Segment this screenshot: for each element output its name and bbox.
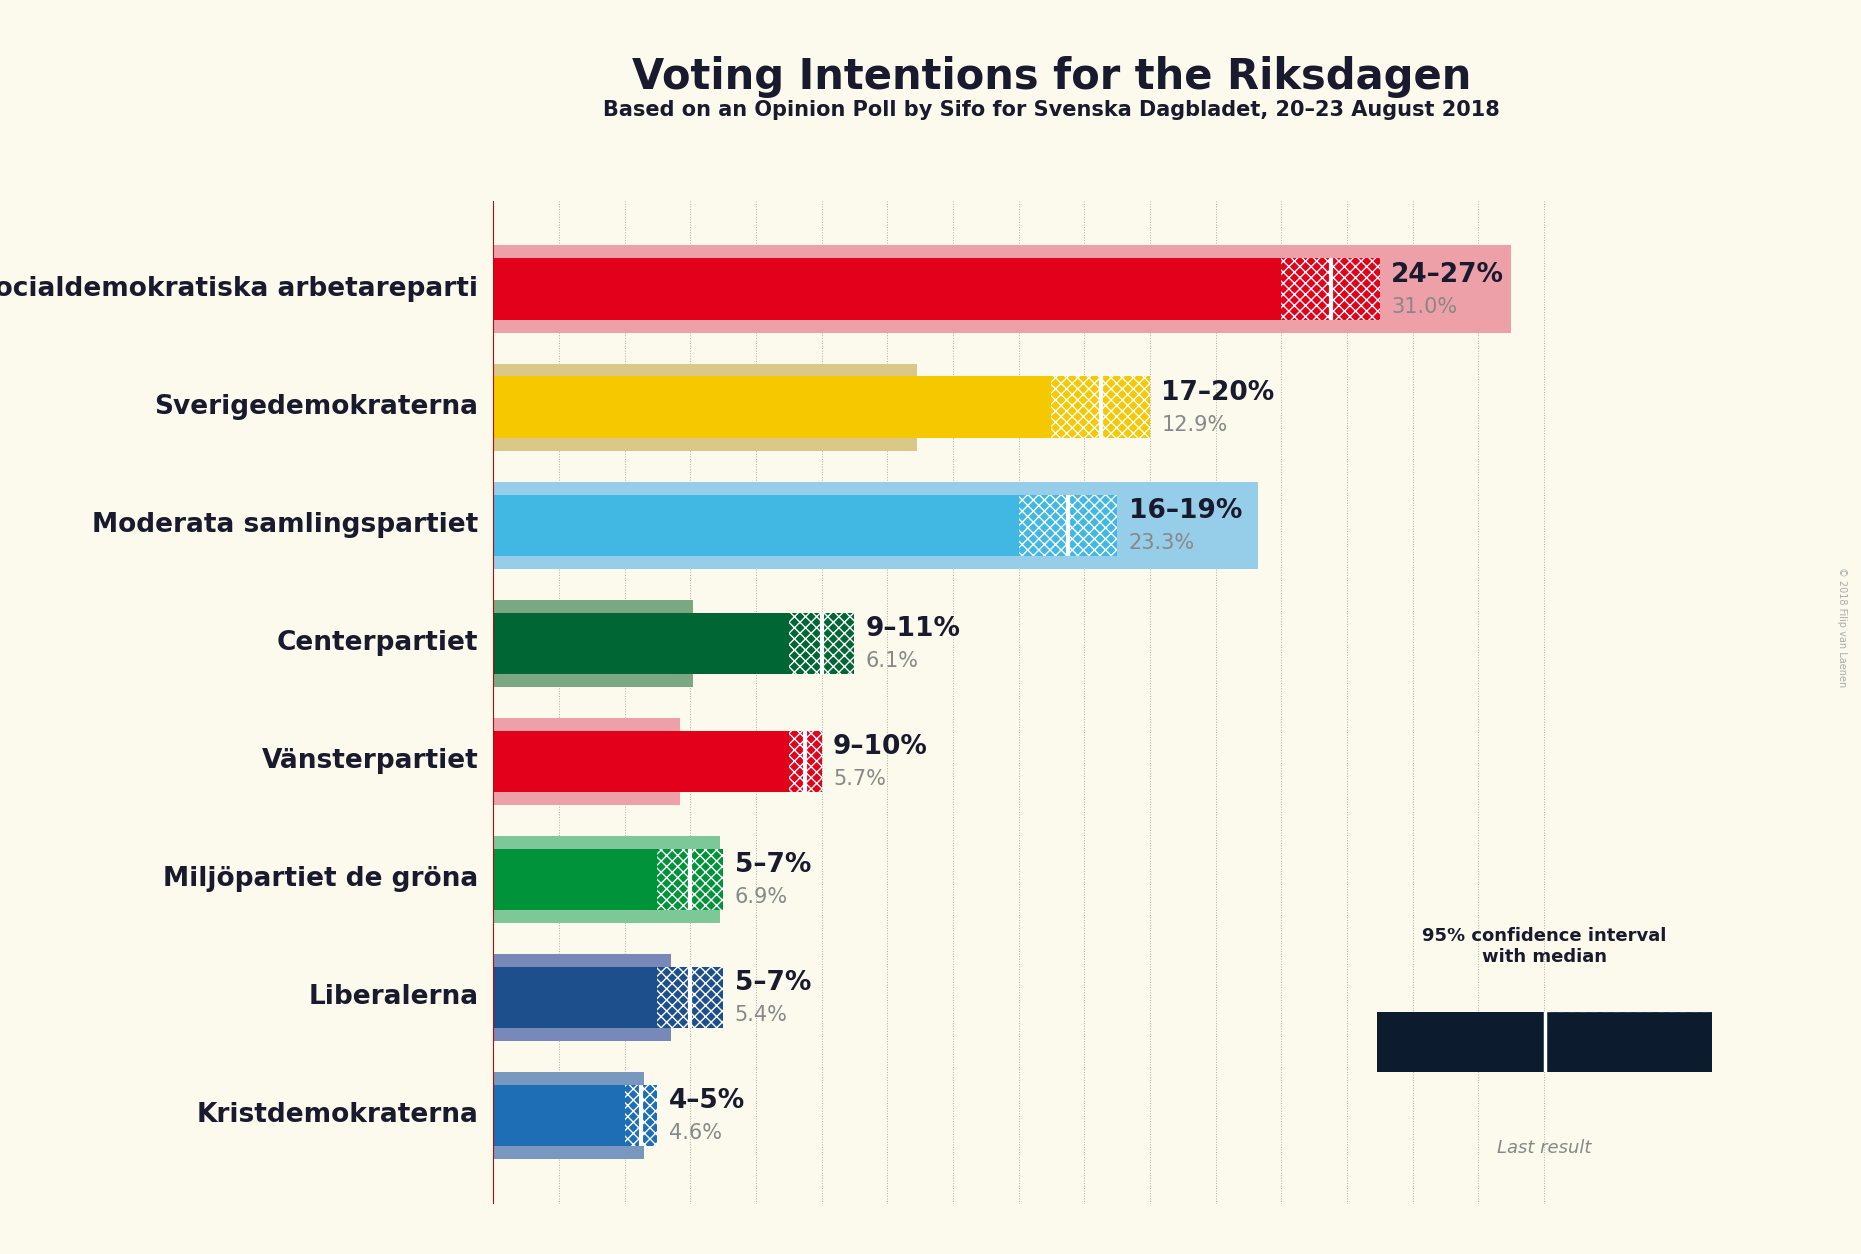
Bar (493, 835, 720, 923)
Text: 4.6%: 4.6% (668, 1124, 722, 1144)
Bar (625, 1085, 657, 1146)
Text: 6.9%: 6.9% (735, 887, 787, 907)
Bar (1545, 1012, 1712, 1072)
Bar (1018, 494, 1117, 556)
Bar (493, 731, 789, 793)
Text: 4–5%: 4–5% (668, 1088, 744, 1114)
Bar (789, 731, 821, 793)
Text: Miljöpartiet de gröna: Miljöpartiet de gröna (164, 867, 478, 893)
Bar (493, 967, 657, 1028)
Text: 31.0%: 31.0% (1392, 297, 1457, 317)
Bar (493, 376, 1051, 438)
Text: 12.9%: 12.9% (1161, 415, 1228, 435)
Text: Kristdemokraterna: Kristdemokraterna (197, 1102, 478, 1129)
Text: Moderata samlingspartiet: Moderata samlingspartiet (93, 512, 478, 538)
Bar (493, 1085, 625, 1146)
Bar (493, 953, 670, 1041)
Text: 5–7%: 5–7% (735, 853, 811, 878)
Bar (1051, 376, 1150, 438)
Text: Sveriges socialdemokratiska arbetareparti: Sveriges socialdemokratiska arbetarepart… (0, 276, 478, 302)
Text: Voting Intentions for the Riksdagen: Voting Intentions for the Riksdagen (631, 56, 1472, 98)
Bar (493, 494, 1018, 556)
Text: 24–27%: 24–27% (1392, 262, 1504, 288)
Bar (1377, 1012, 1545, 1072)
Text: 5.4%: 5.4% (735, 1004, 787, 1025)
Text: 23.3%: 23.3% (1128, 533, 1195, 553)
Bar (493, 258, 1282, 320)
Text: Centerpartiet: Centerpartiet (277, 631, 478, 656)
Text: Liberalerna: Liberalerna (309, 984, 478, 1011)
Text: Based on an Opinion Poll by Sifo for Svenska Dagbladet, 20–23 August 2018: Based on an Opinion Poll by Sifo for Sve… (603, 100, 1500, 120)
Text: © 2018 Filip van Laenen: © 2018 Filip van Laenen (1837, 567, 1848, 687)
Text: 17–20%: 17–20% (1161, 380, 1275, 406)
Bar (493, 1072, 644, 1159)
Bar (1282, 258, 1379, 320)
Text: 5.7%: 5.7% (834, 769, 886, 789)
Text: 95% confidence interval
with median: 95% confidence interval with median (1422, 927, 1667, 966)
Text: 5–7%: 5–7% (735, 971, 811, 996)
Bar (493, 364, 917, 451)
Bar (493, 599, 694, 687)
Bar (493, 612, 789, 673)
Bar (657, 849, 724, 910)
Text: 9–10%: 9–10% (834, 734, 929, 760)
Text: Last result: Last result (1498, 1139, 1591, 1156)
Bar (493, 849, 657, 910)
Bar (657, 967, 724, 1028)
Text: 6.1%: 6.1% (865, 651, 919, 671)
Bar (493, 482, 1258, 569)
Bar (493, 246, 1511, 332)
Text: Vänsterpartiet: Vänsterpartiet (262, 749, 478, 774)
Bar (789, 612, 854, 673)
Text: Sverigedemokraterna: Sverigedemokraterna (154, 394, 478, 420)
Text: 9–11%: 9–11% (865, 616, 960, 642)
Text: 16–19%: 16–19% (1128, 498, 1241, 524)
Bar (493, 717, 681, 805)
